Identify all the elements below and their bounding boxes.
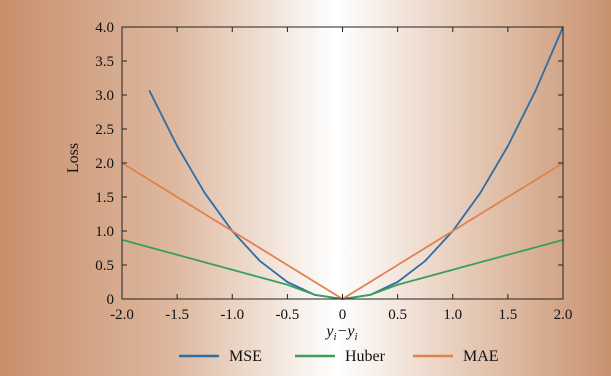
data-point-huber: [314, 294, 316, 296]
data-point-huber: [369, 294, 371, 296]
y-tick-label: 1.0: [95, 224, 114, 240]
series-lines: [121, 26, 564, 300]
series-line-mse: [148, 26, 564, 300]
y-tick-label: 1.5: [95, 190, 114, 206]
data-point-mae: [231, 230, 234, 232]
y-tick-label: 0: [107, 292, 115, 308]
x-tick-label: 1.0: [443, 307, 462, 323]
series-line-huber: [121, 238, 564, 300]
data-point-mse: [148, 90, 151, 92]
y-tick-label: 2.0: [95, 156, 114, 172]
x-tick-label: -0.5: [276, 307, 300, 323]
series-line-mae: [121, 162, 564, 300]
axes: [121, 26, 564, 300]
data-point-mse: [534, 90, 537, 92]
data-point-mse: [396, 281, 399, 283]
legend-label: MAE: [463, 348, 499, 365]
data-point-mse: [507, 145, 509, 147]
data-point-huber: [451, 268, 454, 271]
data-point-huber: [396, 283, 399, 286]
data-point-mse: [286, 281, 289, 283]
x-tick-label: -1.5: [165, 307, 189, 323]
y-tick-label: 0.5: [95, 258, 114, 274]
data-point-mse: [424, 260, 426, 262]
y-tick-label: 2.5: [95, 122, 114, 138]
legend: MSE Huber MAE: [179, 348, 499, 365]
y-tick-label: 3.0: [95, 88, 114, 104]
legend-item-mae: MAE: [413, 348, 499, 365]
data-point-huber: [176, 254, 178, 256]
data-point-huber: [231, 268, 234, 271]
tick-labels: -2.0 -1.5 -1.0 -0.5 0 0.5 1.0 1.5 2.0 0 0.5 1.0 1.5 2…: [95, 20, 572, 323]
y-tick-label: 3.5: [95, 54, 114, 70]
x-tick-label: 2.0: [554, 307, 573, 323]
legend-item-huber: Huber: [295, 348, 386, 365]
x-tick-label: 0.5: [388, 307, 407, 323]
x-axis-label: yi−yi: [324, 323, 357, 343]
data-point-mae: [451, 230, 454, 232]
data-point-huber: [507, 254, 509, 256]
legend-item-mse: MSE: [179, 348, 262, 365]
x-tick-label: -2.0: [110, 307, 134, 323]
x-tick-label: 0: [339, 307, 347, 323]
data-point-huber: [286, 283, 289, 286]
y-axis-label: Loss: [65, 143, 82, 173]
data-point-mse: [176, 145, 178, 147]
x-tick-label: -1.0: [220, 307, 244, 323]
data-point-mse: [479, 192, 482, 194]
legend-label: Huber: [345, 348, 386, 365]
data-point-mse: [259, 260, 261, 262]
y-tick-label: 4.0: [95, 20, 114, 36]
data-point-mse: [203, 192, 206, 194]
legend-label: MSE: [229, 348, 262, 365]
x-tick-label: 1.5: [499, 307, 518, 323]
